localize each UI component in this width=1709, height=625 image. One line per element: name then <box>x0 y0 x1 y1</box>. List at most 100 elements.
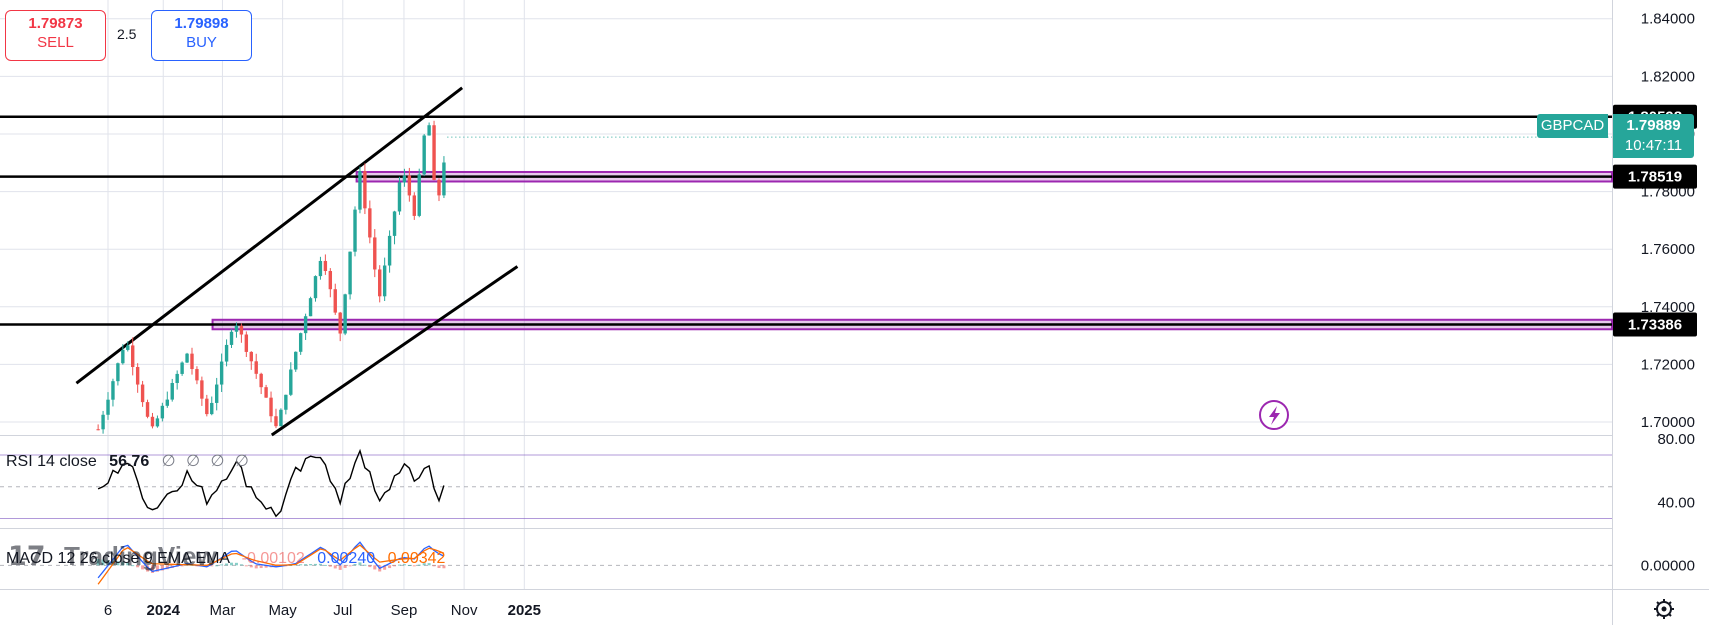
candle-body <box>165 399 169 406</box>
macd-histogram-bar <box>249 565 253 568</box>
macd-histogram-bar <box>348 565 352 567</box>
macd-histogram-bar <box>407 565 411 567</box>
candle-body <box>126 345 130 350</box>
macd-tick-label: 0.00000 <box>1641 557 1695 574</box>
macd-histogram-bar <box>215 565 219 567</box>
price-axis[interactable]: 1.840001.820001.800001.780001.760001.740… <box>1641 11 1695 575</box>
x-tick-label: May <box>268 602 297 619</box>
macd-histogram-bar <box>234 562 238 566</box>
candle-body <box>269 397 273 417</box>
candle-body <box>145 402 150 417</box>
candle-body <box>333 289 337 313</box>
rsi-tick-label: 40.00 <box>1657 495 1695 512</box>
x-tick-label: Nov <box>451 602 478 619</box>
macd-histogram-bar <box>136 565 140 568</box>
macd-histogram-bar <box>417 564 421 566</box>
macd-histogram-bar <box>101 559 105 566</box>
candle-body <box>264 387 268 398</box>
candle-body <box>318 260 323 277</box>
trend-channel[interactable] <box>75 86 519 437</box>
x-tick-label: 6 <box>104 602 112 619</box>
candle-body <box>303 316 308 334</box>
symbol-tag[interactable]: GBPCAD <box>1537 114 1608 138</box>
support-resistance-zones <box>211 170 1614 331</box>
candle-body <box>249 351 253 362</box>
svg-text:RSI 14 close 56.76 ∅: RSI 14 close 56.76 ∅ ∅ ∅ ∅ <box>6 453 249 470</box>
candle-body <box>378 269 382 297</box>
candle-body <box>373 237 377 270</box>
candle-body <box>298 333 303 352</box>
buy-button[interactable]: 1.79898 BUY <box>151 10 252 61</box>
macd-line <box>97 541 445 579</box>
macd-histogram-bar <box>160 565 164 571</box>
candle-body <box>358 171 362 210</box>
macd-histogram-bar <box>126 563 130 566</box>
candle-body <box>224 344 229 362</box>
candle-body <box>392 211 397 236</box>
macd-histogram-bar <box>313 563 317 566</box>
macd-histogram-bar <box>150 565 154 573</box>
x-tick-label: 2025 <box>508 602 541 619</box>
candle-body <box>239 325 244 335</box>
candle-body <box>101 414 105 430</box>
sell-button[interactable]: 1.79873 SELL <box>5 10 106 61</box>
macd-pane <box>0 541 1612 585</box>
candle-body <box>195 369 199 381</box>
rsi-placeholder-4: ∅ <box>235 453 249 470</box>
candle-body <box>382 265 387 297</box>
spread-value: 2.5 <box>117 26 137 42</box>
candle-body <box>140 384 145 403</box>
rsi-placeholder-1: ∅ <box>162 453 176 470</box>
bar-countdown: 10:47:11 <box>1624 137 1683 154</box>
settings-gear-icon[interactable] <box>1654 599 1674 619</box>
macd-histogram-bar <box>141 565 145 570</box>
level-price-label-bg <box>1613 312 1697 337</box>
candle-body <box>106 399 110 415</box>
sell-label: SELL <box>37 34 74 51</box>
rsi-label: RSI 14 close <box>6 453 97 470</box>
candle-body <box>111 381 115 400</box>
candle-body <box>180 362 184 374</box>
macd-histogram-bar <box>397 564 401 566</box>
macd-histogram-bar <box>274 565 278 567</box>
macd-histogram-bar <box>363 564 367 566</box>
svg-text:MACD 12 26 close 9 EMA EMA: MACD 12 26 close 9 EMA EMA -0.00102 0.00… <box>6 550 446 567</box>
macd-histogram-bar <box>254 565 258 569</box>
macd-histogram-bar <box>338 565 342 570</box>
candle-body <box>259 373 263 388</box>
horizontal-levels[interactable] <box>0 115 1612 326</box>
candle-body <box>175 373 179 383</box>
y-tick-label: 1.70000 <box>1641 414 1695 431</box>
candle-body <box>279 409 283 427</box>
candle-body <box>368 208 372 238</box>
macd-histogram-bar <box>131 565 135 567</box>
y-tick-label: 1.72000 <box>1641 356 1695 373</box>
macd-histogram-bar <box>259 565 263 569</box>
candle-body <box>294 351 298 370</box>
time-axis[interactable]: 6 2024 Mar May Jul Sep Nov 2025 <box>104 602 541 619</box>
candle-body <box>417 174 421 216</box>
y-tick-label: 1.82000 <box>1641 68 1695 85</box>
macd-histogram-bar <box>427 563 431 566</box>
candle-body <box>289 369 293 395</box>
macd-histogram-bar <box>155 565 159 572</box>
candle-body <box>244 334 249 352</box>
macd-histogram-bar <box>180 565 184 567</box>
lightning-icon[interactable] <box>1259 400 1289 430</box>
sell-price: 1.79873 <box>28 15 83 32</box>
last-price: 1.79889 <box>1626 117 1681 134</box>
macd-histogram-bar <box>106 560 110 566</box>
macd-histogram-bar <box>353 563 357 566</box>
macd-histogram-bar <box>343 565 347 568</box>
buy-label: BUY <box>186 34 217 51</box>
candle-body <box>170 382 174 400</box>
candle-body <box>338 312 342 334</box>
macd-histogram-bar <box>190 564 194 566</box>
macd-histogram-bar <box>299 564 303 566</box>
last-price-tag: 1.79889 10:47:11 <box>1613 114 1694 158</box>
candle-body <box>363 171 367 209</box>
macd-label: MACD 12 26 close 9 EMA EMA <box>6 550 230 567</box>
level-price-label: 1.73386 <box>1628 316 1682 333</box>
candle-body <box>348 251 352 295</box>
